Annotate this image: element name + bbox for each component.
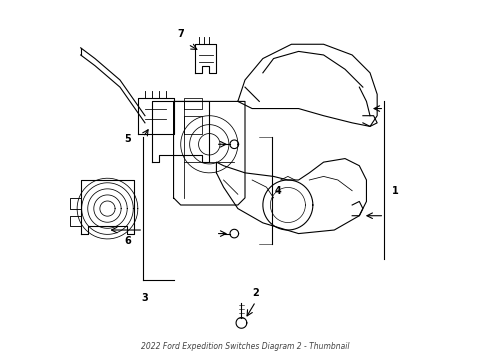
Text: 3: 3: [142, 293, 148, 302]
Text: 7: 7: [177, 29, 184, 39]
Text: 2: 2: [252, 288, 259, 298]
Text: 6: 6: [124, 236, 131, 246]
Text: 5: 5: [124, 134, 131, 144]
Text: 1: 1: [392, 186, 398, 196]
Text: 2022 Ford Expedition Switches Diagram 2 - Thumbnail: 2022 Ford Expedition Switches Diagram 2 …: [141, 342, 349, 351]
Text: 4: 4: [274, 186, 281, 196]
